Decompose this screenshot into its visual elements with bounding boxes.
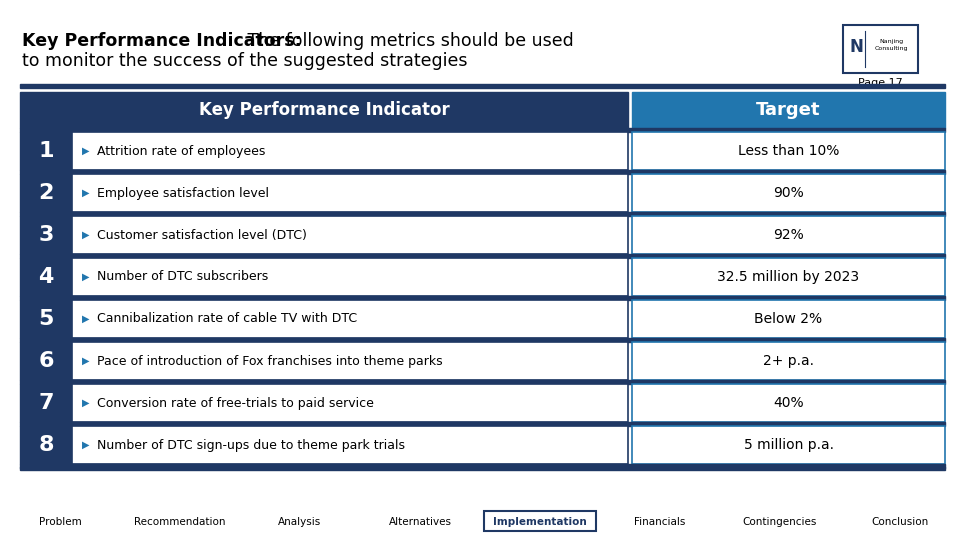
Bar <box>632 384 945 422</box>
Text: Contingencies: Contingencies <box>743 517 817 527</box>
Text: Customer satisfaction level (DTC): Customer satisfaction level (DTC) <box>97 228 307 241</box>
Text: Number of DTC subscribers: Number of DTC subscribers <box>97 271 268 284</box>
Text: Number of DTC sign-ups due to theme park trials: Number of DTC sign-ups due to theme park… <box>97 438 405 451</box>
Bar <box>632 174 945 212</box>
Bar <box>20 300 72 338</box>
Bar <box>20 254 945 258</box>
Bar <box>632 426 945 464</box>
Text: 6: 6 <box>38 351 54 371</box>
Text: Nanjing
Consulting: Nanjing Consulting <box>875 39 908 51</box>
Bar <box>20 84 945 88</box>
Bar <box>72 426 628 464</box>
Bar <box>20 128 945 132</box>
Text: Attrition rate of employees: Attrition rate of employees <box>97 145 265 158</box>
Bar <box>843 25 918 73</box>
Text: ▶: ▶ <box>83 188 89 198</box>
Bar <box>20 342 72 380</box>
Text: 3: 3 <box>38 225 54 245</box>
Bar <box>632 216 945 254</box>
Bar <box>20 132 72 170</box>
Bar <box>20 92 628 128</box>
Text: Below 2%: Below 2% <box>755 312 823 326</box>
Bar <box>20 338 945 342</box>
Text: 5: 5 <box>38 309 54 329</box>
Bar <box>632 258 945 296</box>
Bar <box>72 384 628 422</box>
Bar <box>20 464 945 468</box>
Bar <box>632 132 945 170</box>
Text: 2+ p.a.: 2+ p.a. <box>763 354 814 368</box>
Bar <box>72 342 628 380</box>
Text: to monitor the success of the suggested strategies: to monitor the success of the suggested … <box>22 52 468 70</box>
Text: ▶: ▶ <box>83 230 89 240</box>
Text: ▶: ▶ <box>83 272 89 282</box>
Bar <box>20 422 945 426</box>
Bar <box>20 426 72 464</box>
Bar <box>20 174 72 212</box>
Text: Less than 10%: Less than 10% <box>738 144 839 158</box>
Text: Employee satisfaction level: Employee satisfaction level <box>97 186 269 199</box>
Text: ▶: ▶ <box>83 314 89 324</box>
Bar <box>632 342 945 380</box>
Bar <box>20 170 945 174</box>
Bar <box>72 132 628 170</box>
Bar <box>632 300 945 338</box>
Text: 2: 2 <box>38 183 54 203</box>
Text: Financials: Financials <box>635 517 685 527</box>
Text: 40%: 40% <box>773 396 804 410</box>
Text: ▶: ▶ <box>83 356 89 366</box>
Bar <box>20 384 72 422</box>
Text: Alternatives: Alternatives <box>389 517 451 527</box>
Text: Recommendation: Recommendation <box>134 517 226 527</box>
Text: ▶: ▶ <box>83 146 89 156</box>
Bar <box>20 216 72 254</box>
Text: Conversion rate of free-trials to paid service: Conversion rate of free-trials to paid s… <box>97 396 373 409</box>
Text: 32.5 million by 2023: 32.5 million by 2023 <box>717 270 859 284</box>
Text: ▶: ▶ <box>83 398 89 408</box>
Text: Key Performance Indicator: Key Performance Indicator <box>199 101 449 119</box>
Text: Cannibalization rate of cable TV with DTC: Cannibalization rate of cable TV with DT… <box>97 313 357 326</box>
Bar <box>20 296 945 300</box>
Text: Pace of introduction of Fox franchises into theme parks: Pace of introduction of Fox franchises i… <box>97 354 443 368</box>
Text: The following metrics should be used: The following metrics should be used <box>242 32 574 50</box>
Bar <box>72 258 628 296</box>
Bar <box>72 216 628 254</box>
Bar <box>20 380 945 384</box>
Text: 7: 7 <box>38 393 54 413</box>
Bar <box>20 258 72 296</box>
Bar <box>72 174 628 212</box>
Text: 4: 4 <box>38 267 54 287</box>
Text: Conclusion: Conclusion <box>872 517 928 527</box>
Text: Problem: Problem <box>38 517 82 527</box>
Text: 1: 1 <box>38 141 54 161</box>
Text: 8: 8 <box>38 435 54 455</box>
Text: 92%: 92% <box>773 228 804 242</box>
Text: Key Performance Indicators:: Key Performance Indicators: <box>22 32 301 50</box>
Text: 90%: 90% <box>773 186 804 200</box>
Text: N: N <box>849 38 863 56</box>
Text: Page 17: Page 17 <box>858 78 902 88</box>
Bar <box>632 92 945 128</box>
Bar <box>20 212 945 216</box>
Text: Analysis: Analysis <box>278 517 322 527</box>
Bar <box>72 300 628 338</box>
Text: Target: Target <box>756 101 821 119</box>
Text: 5 million p.a.: 5 million p.a. <box>743 438 833 452</box>
Text: ▶: ▶ <box>83 440 89 450</box>
Bar <box>484 511 596 531</box>
Bar <box>20 467 945 470</box>
Text: Implementation: Implementation <box>493 517 587 527</box>
